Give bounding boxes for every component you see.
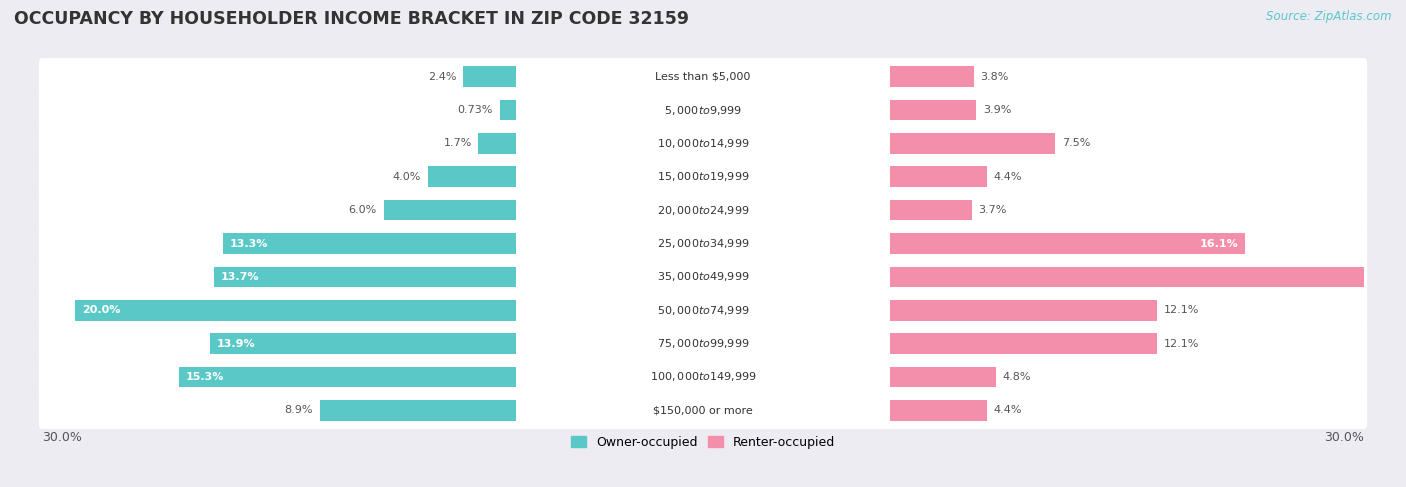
FancyBboxPatch shape <box>39 392 1367 429</box>
Text: OCCUPANCY BY HOUSEHOLDER INCOME BRACKET IN ZIP CODE 32159: OCCUPANCY BY HOUSEHOLDER INCOME BRACKET … <box>14 10 689 28</box>
Bar <box>319 400 516 421</box>
Bar <box>427 167 516 187</box>
Text: Less than $5,000: Less than $5,000 <box>655 72 751 82</box>
Text: $25,000 to $34,999: $25,000 to $34,999 <box>657 237 749 250</box>
Text: 30.0%: 30.0% <box>1324 431 1364 444</box>
Text: 30.0%: 30.0% <box>42 431 82 444</box>
Text: $15,000 to $19,999: $15,000 to $19,999 <box>657 170 749 183</box>
Bar <box>890 333 1157 354</box>
FancyBboxPatch shape <box>39 358 1367 395</box>
Bar <box>222 233 516 254</box>
Text: 4.8%: 4.8% <box>1002 372 1031 382</box>
Bar <box>890 100 976 120</box>
FancyBboxPatch shape <box>39 191 1367 229</box>
Text: 3.9%: 3.9% <box>983 105 1011 115</box>
Text: 12.1%: 12.1% <box>1163 305 1199 315</box>
Text: 13.7%: 13.7% <box>221 272 259 282</box>
Bar <box>890 66 974 87</box>
Text: $75,000 to $99,999: $75,000 to $99,999 <box>657 337 749 350</box>
Text: 4.0%: 4.0% <box>392 172 420 182</box>
Bar <box>463 66 516 87</box>
Text: $100,000 to $149,999: $100,000 to $149,999 <box>650 371 756 383</box>
FancyBboxPatch shape <box>39 292 1367 329</box>
Bar <box>890 167 987 187</box>
Text: 6.0%: 6.0% <box>349 205 377 215</box>
Text: 2.4%: 2.4% <box>427 72 457 82</box>
Text: 8.9%: 8.9% <box>284 405 314 415</box>
Text: $5,000 to $9,999: $5,000 to $9,999 <box>664 104 742 116</box>
FancyBboxPatch shape <box>39 225 1367 262</box>
Bar <box>890 300 1157 320</box>
Text: 3.8%: 3.8% <box>980 72 1010 82</box>
Text: 7.5%: 7.5% <box>1062 138 1091 149</box>
Bar <box>478 133 516 154</box>
Bar <box>214 266 516 287</box>
FancyBboxPatch shape <box>39 258 1367 296</box>
FancyBboxPatch shape <box>39 92 1367 129</box>
Text: 16.1%: 16.1% <box>1199 239 1239 248</box>
Text: Source: ZipAtlas.com: Source: ZipAtlas.com <box>1267 10 1392 23</box>
Bar <box>890 200 972 221</box>
Text: $20,000 to $24,999: $20,000 to $24,999 <box>657 204 749 217</box>
FancyBboxPatch shape <box>39 125 1367 162</box>
Bar <box>890 266 1406 287</box>
Text: $50,000 to $74,999: $50,000 to $74,999 <box>657 304 749 317</box>
Text: $10,000 to $14,999: $10,000 to $14,999 <box>657 137 749 150</box>
Bar <box>209 333 516 354</box>
Bar <box>179 367 516 387</box>
FancyBboxPatch shape <box>39 58 1367 95</box>
FancyBboxPatch shape <box>39 325 1367 362</box>
Text: 13.3%: 13.3% <box>229 239 267 248</box>
Text: 3.7%: 3.7% <box>979 205 1007 215</box>
Text: 15.3%: 15.3% <box>186 372 224 382</box>
Text: 4.4%: 4.4% <box>994 172 1022 182</box>
FancyBboxPatch shape <box>39 158 1367 195</box>
Legend: Owner-occupied, Renter-occupied: Owner-occupied, Renter-occupied <box>567 431 839 454</box>
Text: 4.4%: 4.4% <box>994 405 1022 415</box>
Bar <box>890 367 995 387</box>
Text: 0.73%: 0.73% <box>458 105 494 115</box>
Text: $35,000 to $49,999: $35,000 to $49,999 <box>657 270 749 283</box>
Bar <box>76 300 516 320</box>
Text: 20.0%: 20.0% <box>82 305 120 315</box>
Text: 1.7%: 1.7% <box>443 138 471 149</box>
Text: 12.1%: 12.1% <box>1163 338 1199 349</box>
Text: 13.9%: 13.9% <box>217 338 254 349</box>
Bar <box>499 100 516 120</box>
Text: $150,000 or more: $150,000 or more <box>654 405 752 415</box>
Bar <box>384 200 516 221</box>
Bar <box>890 400 987 421</box>
Bar <box>890 133 1056 154</box>
Bar <box>890 233 1244 254</box>
